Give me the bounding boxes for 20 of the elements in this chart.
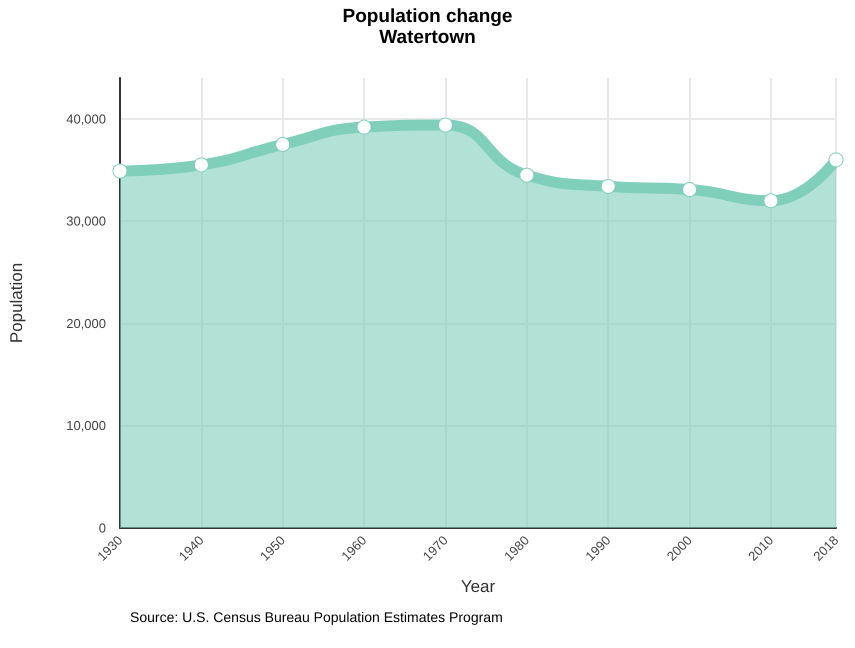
- y-axis-title: Population: [7, 262, 26, 344]
- chart-title: Population change: [342, 6, 512, 27]
- point: [275, 136, 290, 152]
- source-note: Source: U.S. Census Bureau Population Estimates Program: [130, 609, 503, 625]
- point: [519, 168, 534, 183]
- point: [763, 193, 778, 208]
- x-axis-title: Year: [460, 577, 496, 596]
- y-tick-label: 10,000: [66, 418, 106, 434]
- point: [600, 178, 616, 194]
- point: [682, 182, 698, 197]
- point: [828, 152, 844, 168]
- y-tick-label: 20,000: [66, 316, 106, 331]
- point: [194, 157, 209, 172]
- y-tick-label: 30,000: [66, 214, 106, 229]
- chart-subtitle: Watertown: [379, 27, 476, 48]
- point: [356, 120, 372, 135]
- point: [112, 164, 128, 179]
- y-tick-label: 0: [98, 520, 106, 536]
- point: [438, 118, 453, 133]
- y-tick-label: 40,000: [66, 111, 106, 126]
